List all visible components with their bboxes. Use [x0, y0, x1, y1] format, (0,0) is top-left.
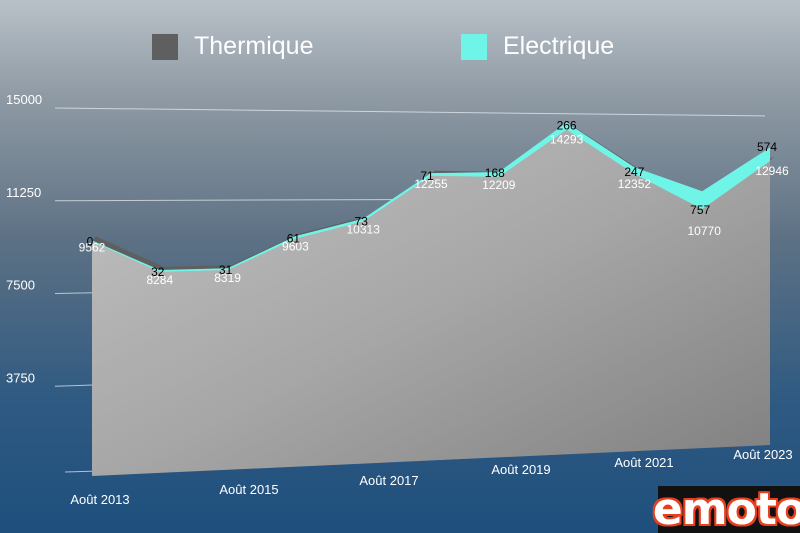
data-label-electrique: 247	[624, 165, 644, 179]
data-label-thermique: 8319	[214, 271, 241, 285]
x-tick-label: Août 2023	[733, 447, 792, 462]
y-tick-label: 3750	[6, 370, 35, 385]
data-label-thermique: 12255	[414, 177, 448, 191]
gridline	[54, 107, 766, 117]
data-label-electrique: 71	[420, 169, 434, 183]
legend-label-thermique: Thermique	[194, 32, 314, 60]
data-label-thermique: 12946	[755, 164, 789, 178]
legend-swatch-electrique	[461, 33, 487, 60]
data-label-thermique: 14293	[550, 133, 584, 147]
legend-item-thermique: Thermique	[152, 32, 314, 61]
y-tick-label: 7500	[6, 278, 35, 293]
data-label-electrique: 574	[757, 140, 777, 154]
x-tick-label: Août 2019	[491, 462, 550, 477]
data-label-electrique: 32	[151, 265, 165, 279]
x-tick-label: Août 2017	[359, 473, 418, 488]
data-label-thermique: 9562	[79, 240, 106, 254]
data-label-thermique: 10770	[688, 224, 722, 238]
legend-item-electrique: Electrique	[461, 32, 614, 61]
data-label-electrique: 757	[690, 203, 710, 217]
data-label-thermique: 8284	[146, 273, 173, 287]
data-label-thermique: 9603	[282, 240, 309, 254]
data-label-electrique: 73	[355, 214, 369, 228]
x-tick-label: Août 2015	[219, 482, 278, 497]
data-label-electrique: 31	[219, 263, 233, 277]
data-label-thermique: 12209	[482, 178, 516, 192]
x-tick-label: Août 2021	[614, 455, 673, 470]
emoto-logo: emoto	[653, 486, 800, 533]
data-label-electrique: 168	[485, 166, 505, 180]
data-label-thermique: 10313	[347, 222, 381, 236]
x-tick-label: Août 2013	[70, 492, 129, 507]
data-label-thermique: 12352	[618, 177, 652, 191]
logo-text: emoto	[652, 483, 800, 533]
legend-label-electrique: Electrique	[503, 32, 615, 60]
data-label-electrique: 266	[557, 119, 577, 133]
data-label-electrique: 61	[287, 232, 301, 246]
y-tick-label: 15000	[6, 92, 42, 107]
y-tick-label: 11250	[6, 185, 41, 200]
data-label-electrique: 0	[87, 234, 94, 248]
thermique-area	[92, 129, 770, 476]
legend-swatch-thermique	[152, 33, 178, 60]
